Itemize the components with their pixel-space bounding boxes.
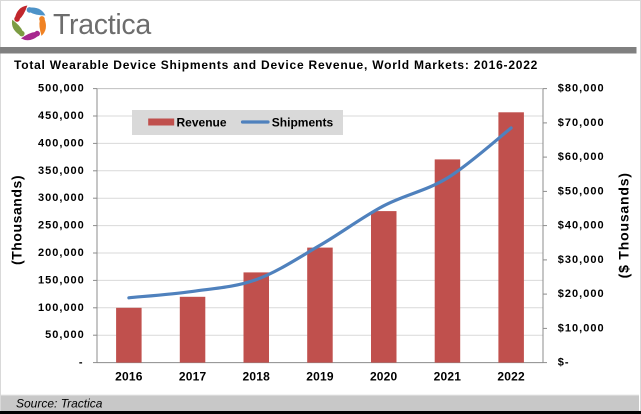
svg-text:2022: 2022 — [497, 369, 525, 383]
svg-text:$40,000: $40,000 — [558, 220, 605, 232]
svg-text:250,000: 250,000 — [38, 220, 85, 232]
svg-text:$50,000: $50,000 — [558, 185, 605, 197]
svg-text:$-: $- — [558, 357, 570, 369]
svg-text:2017: 2017 — [179, 369, 207, 383]
svg-text:500,000: 500,000 — [38, 83, 85, 95]
svg-text:$70,000: $70,000 — [558, 117, 605, 129]
svg-text:$10,000: $10,000 — [558, 322, 605, 334]
svg-text:$20,000: $20,000 — [558, 288, 605, 300]
svg-text:$80,000: $80,000 — [558, 83, 605, 95]
svg-text:$30,000: $30,000 — [558, 254, 605, 266]
svg-text:($ Thousands): ($ Thousands) — [616, 172, 632, 278]
svg-text:2021: 2021 — [434, 369, 462, 383]
svg-text:200,000: 200,000 — [38, 247, 85, 259]
svg-text:Revenue: Revenue — [177, 116, 227, 130]
svg-text:300,000: 300,000 — [38, 192, 85, 204]
svg-text:Total Wearable Device Shipment: Total Wearable Device Shipments and Devi… — [14, 58, 538, 72]
svg-text:450,000: 450,000 — [38, 110, 85, 122]
svg-text:(Thousands): (Thousands) — [9, 175, 25, 265]
svg-text:Tractica: Tractica — [53, 9, 151, 41]
svg-text:400,000: 400,000 — [38, 137, 85, 149]
svg-text:2018: 2018 — [243, 369, 271, 383]
svg-text:150,000: 150,000 — [38, 274, 85, 286]
svg-text:$60,000: $60,000 — [558, 151, 605, 163]
svg-text:2020: 2020 — [370, 369, 398, 383]
svg-text:100,000: 100,000 — [38, 302, 85, 314]
svg-text:-: - — [79, 357, 83, 369]
svg-text:2016: 2016 — [115, 369, 143, 383]
svg-text:Shipments: Shipments — [272, 116, 334, 130]
svg-text:2019: 2019 — [306, 369, 334, 383]
svg-text:Source: Tractica: Source: Tractica — [16, 397, 103, 411]
svg-text:350,000: 350,000 — [38, 165, 85, 177]
svg-text:50,000: 50,000 — [45, 329, 85, 341]
